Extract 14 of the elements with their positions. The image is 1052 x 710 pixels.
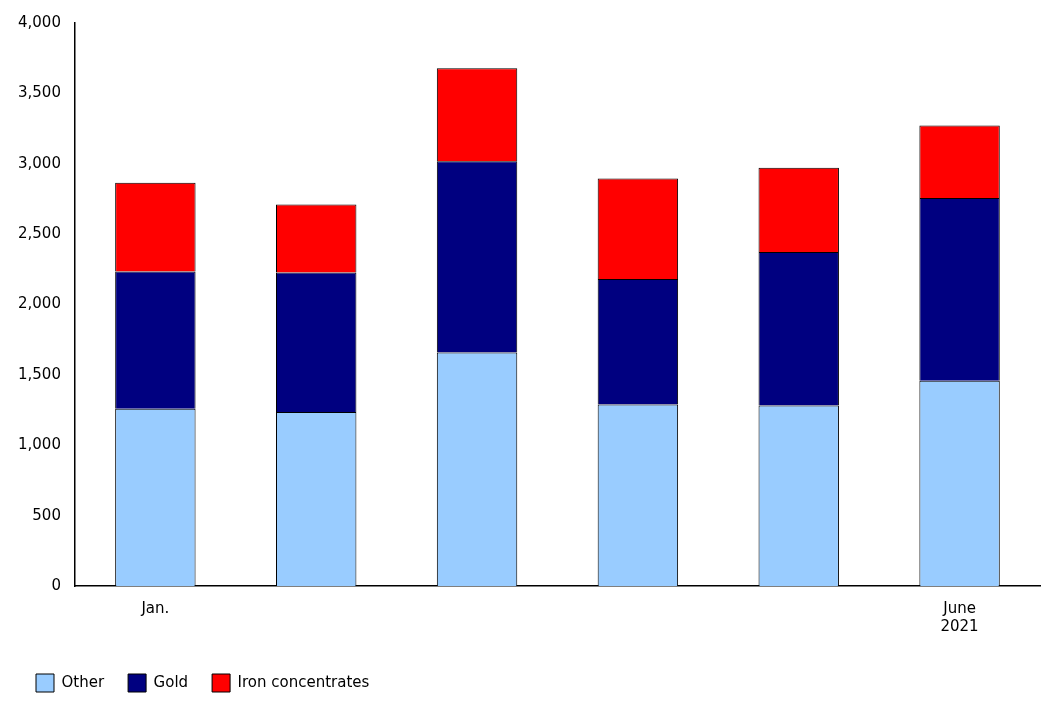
y-tick-label: 2,500	[17, 224, 61, 243]
y-tick-label: 3,000	[17, 153, 61, 172]
y-tick-label: 0	[51, 575, 61, 594]
legend-label: Gold	[153, 672, 189, 691]
x-tick-label: June 2021	[940, 598, 979, 635]
y-tick-label: 1,000	[17, 435, 61, 454]
legend-label: Other	[61, 672, 105, 691]
y-tick-label: 3,500	[17, 83, 61, 102]
y-tick-label: 2,000	[17, 294, 61, 313]
legend-label: Iron concentrates	[237, 672, 370, 691]
y-tick-label: 1,500	[17, 364, 61, 383]
y-tick-label: 500	[32, 505, 61, 524]
y-tick-label: 4,000	[17, 12, 61, 31]
x-tick-label: Jan.	[140, 598, 170, 617]
